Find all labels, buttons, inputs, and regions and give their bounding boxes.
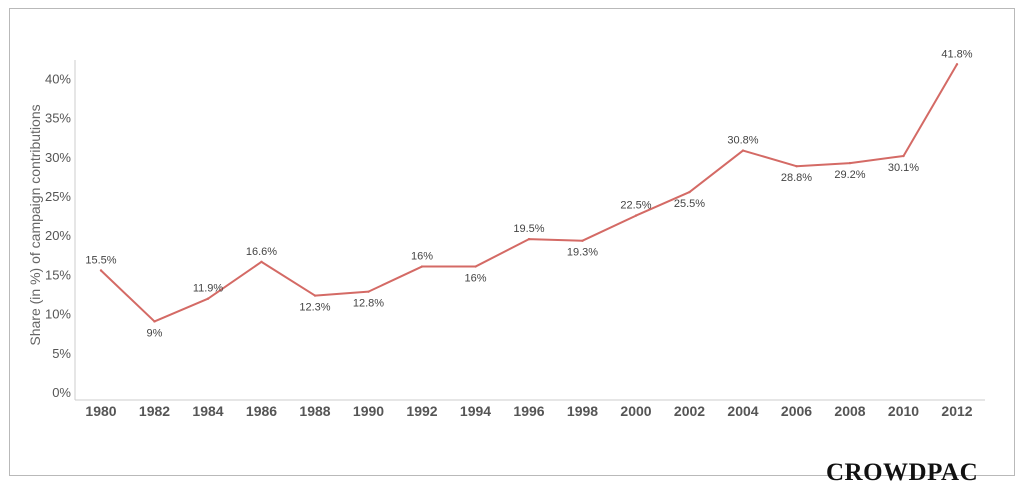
data-label: 29.2% xyxy=(834,169,865,181)
data-point xyxy=(313,294,317,297)
data-point xyxy=(527,237,531,241)
x-tick-label: 1992 xyxy=(406,403,437,419)
y-axis-label: Share (in %) of campaign contributions xyxy=(27,104,43,345)
data-point xyxy=(741,149,745,152)
data-label: 28.8% xyxy=(781,172,812,184)
x-tick-label: 1988 xyxy=(299,403,330,419)
data-point xyxy=(848,161,852,165)
data-label: 41.8% xyxy=(941,48,972,60)
crowdpac-logo: CROWDPAC xyxy=(826,459,979,486)
x-tick-label: 2004 xyxy=(727,403,758,419)
data-label: 11.9% xyxy=(193,283,224,295)
x-tick-label: 2002 xyxy=(674,403,705,419)
data-label: 12.3% xyxy=(299,302,330,314)
data-point xyxy=(474,265,477,268)
x-tick-label: 2012 xyxy=(941,403,972,419)
x-tick-label: 1998 xyxy=(567,403,598,419)
x-tick-label: 1990 xyxy=(353,403,384,419)
y-tick-label: 5% xyxy=(52,346,71,361)
data-label: 15.5% xyxy=(85,254,116,266)
data-point xyxy=(688,190,691,194)
data-label: 25.5% xyxy=(674,198,705,210)
data-label: 22.5% xyxy=(620,200,651,212)
x-tick-label: 2000 xyxy=(620,403,651,419)
data-point xyxy=(902,154,905,158)
data-label: 16% xyxy=(411,251,433,263)
data-point xyxy=(260,260,263,264)
y-tick-label: 40% xyxy=(45,71,71,86)
y-tick-label: 15% xyxy=(45,267,71,282)
data-label: 19.5% xyxy=(513,223,544,235)
series-line xyxy=(100,63,958,323)
data-point xyxy=(795,165,798,168)
x-tick-label: 1982 xyxy=(139,403,170,419)
x-tick-label: 1994 xyxy=(460,403,491,419)
data-point xyxy=(367,290,370,293)
data-point xyxy=(634,214,638,217)
data-label: 9% xyxy=(147,327,163,339)
y-tick-label: 10% xyxy=(45,307,71,322)
x-tick-label: 1980 xyxy=(85,403,116,419)
y-tick-label: 20% xyxy=(45,228,71,243)
data-label: 30.8% xyxy=(727,135,758,147)
data-label: 16.6% xyxy=(246,246,277,258)
x-tick-label: 2010 xyxy=(888,403,919,419)
x-tick-label: 2008 xyxy=(834,403,865,419)
data-point xyxy=(955,63,959,66)
y-tick-label: 25% xyxy=(45,189,71,204)
y-tick-label: 35% xyxy=(45,111,71,126)
x-tick-label: 1986 xyxy=(246,403,277,419)
chart-frame xyxy=(9,8,1015,476)
x-tick-label: 2006 xyxy=(781,403,812,419)
data-label: 16% xyxy=(464,273,486,285)
data-label: 19.3% xyxy=(567,247,598,259)
y-tick-label: 0% xyxy=(52,385,71,400)
x-tick-label: 1996 xyxy=(513,403,544,419)
data-point xyxy=(420,265,424,268)
data-point xyxy=(206,297,210,300)
data-label: 12.8% xyxy=(353,298,384,310)
y-tick-label: 30% xyxy=(45,150,71,165)
data-point xyxy=(153,320,156,323)
data-point xyxy=(581,239,584,242)
data-point xyxy=(99,269,103,272)
x-tick-label: 1984 xyxy=(192,403,223,419)
data-label: 30.1% xyxy=(888,162,919,174)
